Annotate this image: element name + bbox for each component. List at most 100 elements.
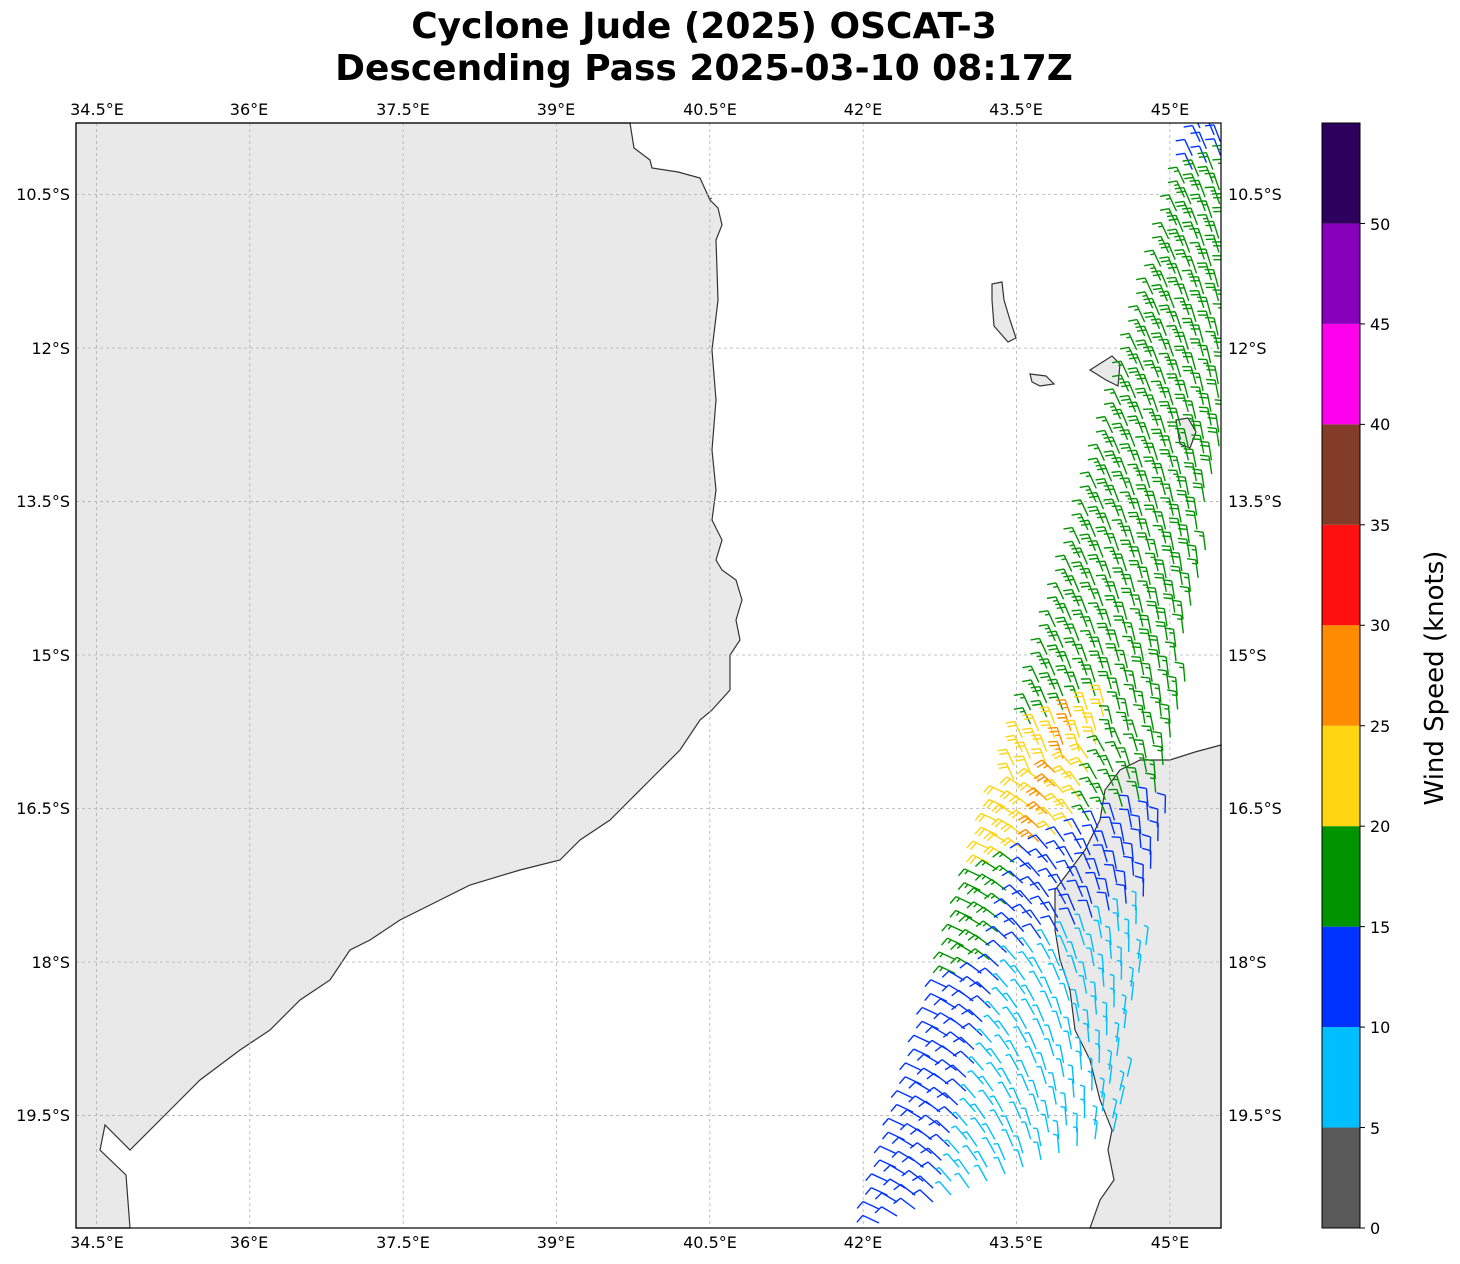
wind-barb xyxy=(1038,623,1056,642)
wind-barb xyxy=(1086,748,1106,766)
wind-barb xyxy=(1095,464,1113,482)
wind-barb xyxy=(1112,360,1130,378)
wind-barb xyxy=(1103,546,1120,565)
wind-barb xyxy=(1135,373,1152,392)
wind-barb xyxy=(890,1103,914,1113)
wind-barb xyxy=(1151,463,1166,482)
wind-barb xyxy=(1020,1107,1032,1126)
wind-barb xyxy=(1205,364,1219,385)
wind-barb xyxy=(1130,827,1142,849)
wind-barb xyxy=(1174,345,1190,364)
wind-barb xyxy=(1005,1053,1020,1071)
wind-barb xyxy=(909,1142,933,1155)
wind-barb xyxy=(1111,470,1128,489)
lat-ticks-right: 10.5°S 12°S 13.5°S 15°S 16.5°S 18°S 19.5… xyxy=(1228,185,1282,1125)
wind-barb xyxy=(1204,186,1221,205)
wind-barb xyxy=(1150,414,1166,433)
wind-barb xyxy=(1066,865,1084,884)
wind-barb xyxy=(991,804,1015,815)
wind-barb xyxy=(959,1097,976,1113)
wind-barb xyxy=(1119,491,1136,510)
wind-barb xyxy=(1138,614,1152,634)
wind-barb xyxy=(865,1173,889,1183)
wind-barb xyxy=(1097,967,1105,987)
wind-barb xyxy=(1159,194,1178,212)
wind-barb xyxy=(997,762,1015,780)
wind-barb xyxy=(1079,533,1097,551)
wind-barb xyxy=(1135,421,1151,440)
wind-barb xyxy=(1160,497,1174,516)
wind-barb xyxy=(1168,503,1182,523)
lat-tick-label: 15°S xyxy=(1228,646,1267,665)
wind-barb xyxy=(1186,558,1199,578)
wind-barb xyxy=(1182,221,1199,239)
wind-barb xyxy=(1093,905,1103,925)
wind-barb xyxy=(969,981,991,995)
lon-tick-label: 39°E xyxy=(537,1233,575,1252)
wind-barb xyxy=(1080,664,1096,683)
wind-barb xyxy=(1104,594,1120,614)
colorbar-tick-label: 5 xyxy=(1370,1119,1380,1138)
wind-barb xyxy=(1189,289,1205,309)
wind-barb xyxy=(926,1086,949,1099)
wind-barb xyxy=(1186,544,1199,565)
wind-barb xyxy=(1038,672,1056,690)
wind-barb xyxy=(973,1164,988,1182)
wind-barb xyxy=(898,1076,922,1086)
wind-barb xyxy=(1072,657,1088,676)
wind-barb xyxy=(1087,491,1105,510)
wind-barb xyxy=(1063,623,1080,641)
wind-barb xyxy=(1144,758,1157,779)
wind-barb xyxy=(1055,554,1073,572)
lon-tick-label: 43.5°E xyxy=(989,100,1043,119)
wind-barb xyxy=(981,1122,996,1140)
wind-barb xyxy=(1019,861,1041,877)
wind-barb xyxy=(1079,615,1096,634)
wind-barb xyxy=(1177,537,1191,558)
lat-tick-label: 12°S xyxy=(1228,339,1267,358)
lat-tick-label: 19.5°S xyxy=(16,1106,70,1125)
wind-barb xyxy=(1214,399,1221,406)
wind-barb xyxy=(1153,558,1167,579)
colorbar-bin xyxy=(1322,1027,1360,1128)
wind-barb xyxy=(1113,615,1128,634)
wind-barb xyxy=(1198,392,1212,412)
wind-barb xyxy=(1174,393,1189,412)
wind-barb xyxy=(1033,759,1056,773)
wind-barb xyxy=(1095,512,1112,531)
wind-barb xyxy=(1030,651,1048,669)
wind-barb xyxy=(1079,519,1097,538)
wind-barb xyxy=(1150,366,1167,385)
wind-barb xyxy=(1151,428,1167,447)
wind-barb xyxy=(1152,510,1167,530)
wind-barb xyxy=(1181,255,1198,274)
wind-barb xyxy=(1182,413,1197,433)
wind-barb xyxy=(1100,816,1116,835)
wind-barb xyxy=(1173,331,1189,350)
wind-barb xyxy=(1181,303,1197,322)
wind-barb xyxy=(1001,884,1024,898)
wind-barb xyxy=(1047,692,1064,711)
colorbar-tick-label: 15 xyxy=(1370,918,1390,937)
wind-barb xyxy=(1112,1111,1118,1133)
wind-barb xyxy=(1205,330,1220,350)
wind-barb xyxy=(1190,420,1205,440)
wind-barb xyxy=(1095,415,1114,434)
lon-tick-label: 40.5°E xyxy=(683,1233,737,1252)
wind-barb xyxy=(1124,932,1130,952)
wind-barb xyxy=(1045,826,1065,842)
wind-barb xyxy=(975,1042,993,1057)
wind-barb xyxy=(1039,706,1056,725)
wind-barb xyxy=(949,909,973,919)
wind-barb xyxy=(981,1136,996,1154)
wind-barb xyxy=(1029,881,1050,898)
wind-barb xyxy=(1080,629,1096,648)
wind-barb xyxy=(1071,547,1089,565)
wind-barb xyxy=(899,1062,923,1072)
wind-barb xyxy=(1087,540,1104,558)
wind-barb xyxy=(893,1197,916,1210)
wind-barb xyxy=(1103,532,1120,551)
wind-barb xyxy=(1166,373,1182,392)
wind-barb xyxy=(1183,448,1197,468)
